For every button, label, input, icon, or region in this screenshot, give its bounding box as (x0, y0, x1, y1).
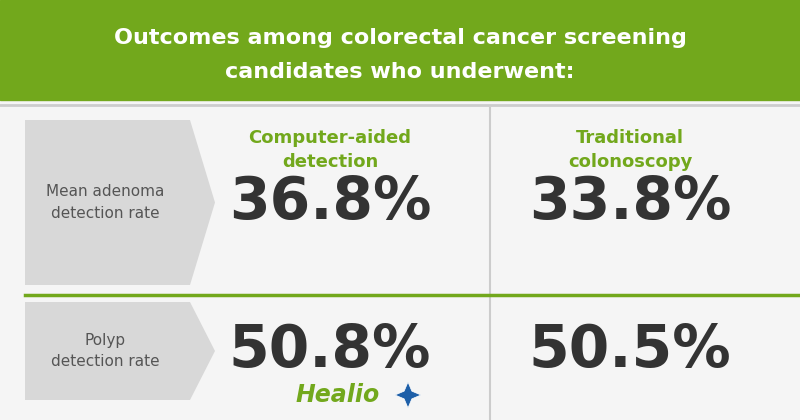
Text: Mean adenoma
detection rate: Mean adenoma detection rate (46, 184, 164, 220)
Text: Traditional
colonoscopy: Traditional colonoscopy (568, 129, 692, 171)
Text: candidates who underwent:: candidates who underwent: (226, 62, 574, 82)
Text: Polyp
detection rate: Polyp detection rate (50, 333, 159, 369)
Polygon shape (395, 382, 421, 408)
Text: 36.8%: 36.8% (229, 174, 431, 231)
Text: 33.8%: 33.8% (529, 174, 731, 231)
Text: Healio: Healio (296, 383, 380, 407)
Text: 50.8%: 50.8% (229, 323, 431, 380)
Text: 50.5%: 50.5% (529, 323, 731, 380)
Polygon shape (25, 120, 215, 285)
Text: Outcomes among colorectal cancer screening: Outcomes among colorectal cancer screeni… (114, 28, 686, 48)
Bar (0, 0, 800, 100)
Text: Computer-aided
detection: Computer-aided detection (249, 129, 411, 171)
Polygon shape (25, 302, 215, 400)
